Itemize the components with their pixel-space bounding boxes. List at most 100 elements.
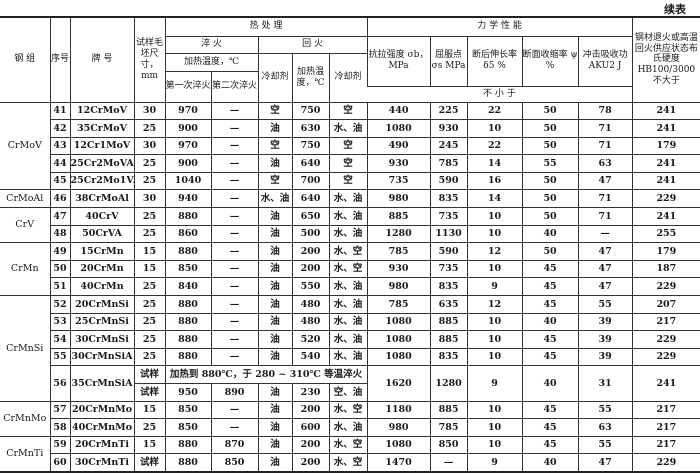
cell-size: 30	[133, 101, 166, 121]
cell-tensile: 440	[366, 101, 431, 121]
cell-grade: 40CrMn	[69, 277, 135, 297]
cell-second-quench-temp: —	[210, 224, 259, 244]
cell-second-quench-temp: 870	[210, 435, 259, 455]
cell-yield: 835	[429, 347, 468, 367]
cell-reduction: 50	[521, 119, 579, 138]
cell-impact: 39	[577, 347, 633, 367]
cell-size: 25	[133, 207, 166, 226]
steel-group: CrV	[0, 207, 51, 244]
cell-size: 试样	[134, 383, 166, 402]
cell-temper-coolant: 水、油	[328, 347, 368, 367]
cell-first-quench-temp: 880	[164, 242, 212, 261]
cell-temper-temp: 550	[291, 277, 330, 297]
cell-temper-coolant: 空	[328, 171, 368, 191]
cell-elongation: 9	[466, 453, 523, 473]
cell-temper-coolant: 空	[328, 101, 368, 121]
cell-elongation: 14	[466, 154, 523, 173]
cell-elongation: 10	[466, 207, 523, 226]
cell-tensile: 1620	[366, 365, 431, 402]
cell-first-quench-temp: 880	[164, 347, 212, 367]
cell-first-quench-temp: 850	[164, 259, 212, 279]
cell-second-quench-temp: —	[210, 295, 259, 314]
cell-hardness: 229	[631, 330, 700, 349]
table-row: 56 35CrMnSiA 试样 加热到 880℃，于 280 ~ 310℃ 等温淬火 1…	[0, 365, 700, 402]
cell-yield: —	[429, 453, 468, 473]
cell-grade: 30CrMnTi	[69, 453, 135, 473]
cell-temper-temp: 200	[291, 435, 330, 455]
cell-seq: 42	[50, 119, 71, 138]
cell-temper-temp: 750	[291, 136, 330, 156]
header-coolant2: 冷却剂	[328, 52, 368, 103]
cell-yield: 590	[429, 242, 468, 261]
cell-grade: 12Cr1MoV	[69, 136, 135, 156]
header-first-quench: 第一次淬火	[165, 70, 212, 103]
cell-quench-coolant: 油	[257, 154, 293, 173]
cell-seq: 57	[49, 400, 71, 420]
header-impact: 冲击吸收功 AKU2 J	[577, 35, 633, 87]
cell-tensile: 980	[366, 418, 431, 437]
cell-second-quench-temp: —	[210, 347, 259, 367]
cell-grade: 12CrMoV	[69, 101, 135, 121]
cell-size: 15	[133, 435, 166, 455]
cell-temper-temp: 600	[291, 418, 330, 437]
cell-yield: 835	[429, 277, 468, 297]
cell-quench-coolant: 油	[257, 435, 293, 455]
cell-tensile: 490	[366, 136, 431, 156]
header-coolant: 冷却剂	[257, 52, 293, 103]
header-grade: 牌 号	[69, 16, 135, 103]
header-not-less-than: 不 小 于	[367, 85, 633, 103]
cell-second-quench-temp: —	[210, 418, 259, 437]
table-row: CrV 47 40CrV 25 880— 油 650 水、油 885 735 10 50 71 241	[0, 207, 700, 244]
cell-reduction: 50	[521, 136, 579, 156]
cell-elongation: 10	[466, 224, 523, 244]
cell-temper-temp: 500	[291, 224, 330, 244]
cell-hardness: 187	[631, 259, 700, 279]
table-row: 48 50CrVA 25 860— 油 500 水、油 1280 1130 10 40—255	[0, 224, 700, 244]
cell-temper-temp: 520	[291, 330, 330, 349]
table-row: 43 12Cr1MoV 30 970— 空 750 空 490 245 22 50 71 179	[0, 136, 700, 156]
cell-reduction: 40	[521, 312, 579, 332]
cell-temper-coolant: 水、油	[328, 295, 368, 314]
cell-reduction: 55	[521, 154, 579, 173]
cell-temper-temp: 200	[291, 453, 330, 473]
cell-reduction: 45	[521, 435, 579, 455]
cell-first-quench-temp: 860	[164, 224, 212, 244]
cell-impact: 71	[577, 189, 633, 209]
cell-elongation: 12	[466, 242, 523, 261]
cell-grade: 25Cr2Mo1VA	[69, 171, 135, 191]
cell-reduction: 50	[521, 242, 579, 261]
cell-size: 30	[133, 136, 166, 156]
cell-temper-temp: 700	[291, 171, 330, 191]
cell-yield: 225	[429, 101, 468, 121]
cell-second-quench-temp: —	[210, 101, 259, 121]
cell-yield: 885	[429, 330, 468, 349]
cell-seq: 49	[49, 242, 71, 261]
cell-temper-coolant: 水、油	[328, 119, 368, 138]
cell-reduction: 45	[521, 295, 579, 314]
cell-size: 25	[133, 154, 166, 173]
cell-seq: 43	[50, 136, 71, 156]
cell-elongation: 16	[466, 171, 523, 191]
cell-hardness: 217	[631, 312, 700, 332]
cell-size: 25	[133, 418, 166, 437]
cell-reduction: 45	[521, 259, 579, 279]
cell-reduction: 40	[521, 453, 579, 473]
steel-group: CrMnSi	[0, 295, 51, 402]
cell-quench-coolant: 油	[257, 330, 293, 349]
cell-temper-coolant: 水、油	[328, 224, 368, 244]
cell-size: 25	[133, 347, 166, 367]
cell-impact: 78	[577, 101, 633, 121]
cell-tensile: 1080	[366, 330, 431, 349]
cell-hardness: 229	[631, 189, 700, 209]
cell-impact: 47	[577, 242, 633, 261]
cell-seq: 45	[50, 171, 71, 191]
cell-size: 25	[133, 224, 166, 244]
cell-seq: 50	[50, 259, 71, 279]
cell-hardness: 241	[631, 154, 700, 173]
cell-reduction: 50	[521, 207, 579, 226]
cell-first-quench-temp: 880	[164, 295, 212, 314]
cell-yield: 635	[429, 295, 468, 314]
cell-grade: 38CrMoAl	[69, 189, 135, 209]
cell-size: 25	[133, 119, 166, 138]
cell-first-quench-temp: 850	[164, 418, 212, 437]
